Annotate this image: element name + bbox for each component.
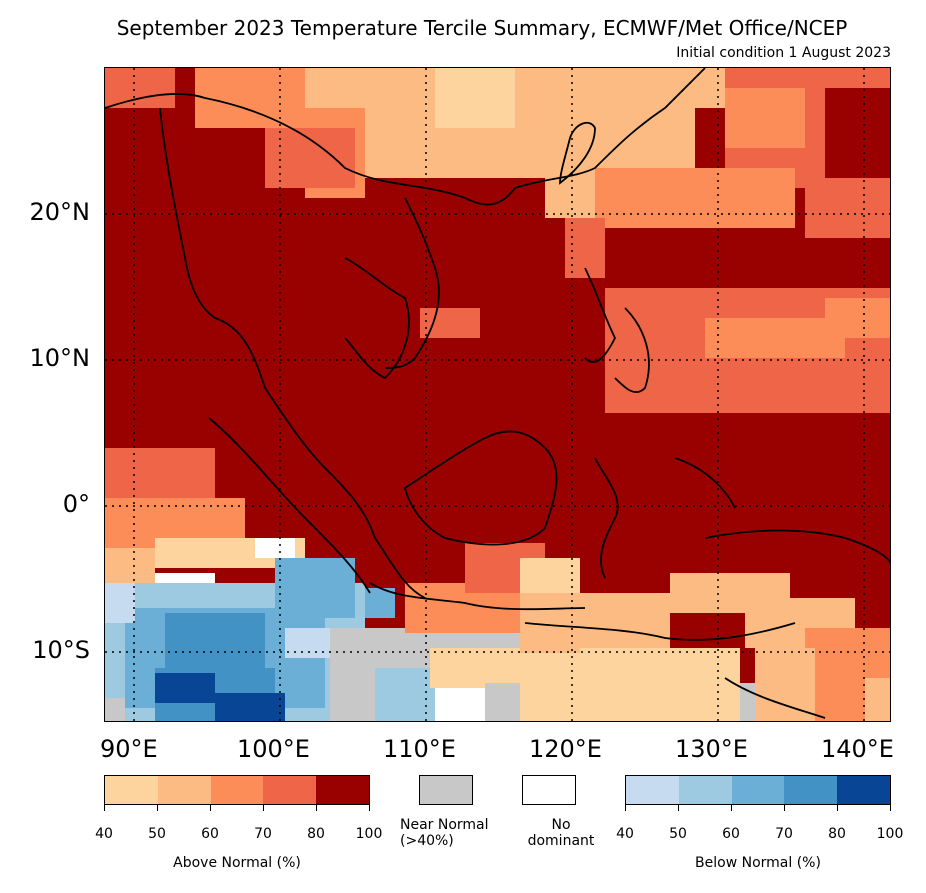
below-swatch-40-50 — [626, 776, 679, 804]
below-normal-regions — [105, 538, 395, 721]
near-normal-swatch — [419, 775, 473, 805]
southeast-regions — [405, 543, 890, 721]
north-band-regions — [105, 68, 890, 278]
lon-label-130e: 130°E — [675, 735, 748, 763]
above-swatch-60-70 — [210, 776, 264, 804]
tercile-map — [104, 67, 891, 722]
lat-label-10n: 10°N — [29, 344, 91, 372]
lat-label-20n: 20°N — [29, 198, 91, 226]
lat-label-10s: 10°S — [32, 636, 90, 664]
above-normal-label: Above Normal (%) — [173, 855, 301, 871]
map-subtitle: Initial condition 1 August 2023 — [676, 45, 891, 61]
map-svg — [105, 68, 890, 721]
no-dominant-swatch — [522, 775, 576, 805]
above-swatch-40-50 — [105, 776, 158, 804]
above-swatch-50-60 — [157, 776, 211, 804]
below-tick: 100 — [876, 826, 904, 842]
lon-label-120e: 120°E — [529, 735, 602, 763]
below-tick: 70 — [775, 826, 793, 842]
lon-label-100e: 100°E — [237, 735, 310, 763]
above-tick: 100 — [355, 826, 383, 842]
below-swatch-70-80 — [784, 776, 838, 804]
lon-label-140e: 140°E — [821, 735, 894, 763]
above-swatch-70-80 — [263, 776, 317, 804]
above-tick: 60 — [201, 826, 219, 842]
below-tick: 60 — [722, 826, 740, 842]
east-central-regions — [420, 288, 890, 413]
below-swatch-60-70 — [731, 776, 785, 804]
below-tick: 50 — [669, 826, 687, 842]
above-tick: 80 — [307, 826, 325, 842]
below-normal-label: Below Normal (%) — [695, 855, 821, 871]
below-swatch-50-60 — [678, 776, 732, 804]
above-swatch-80-100 — [316, 776, 369, 804]
above-tick: 40 — [95, 826, 113, 842]
below-normal-colorbar — [625, 775, 891, 805]
above-tick: 70 — [254, 826, 272, 842]
no-dominant-label: No dominant — [527, 817, 595, 849]
graticule — [105, 68, 890, 721]
below-swatch-80-100 — [837, 776, 890, 804]
lon-label-90e: 90°E — [100, 735, 158, 763]
below-tick: 40 — [616, 826, 634, 842]
above-normal-colorbar — [104, 775, 370, 805]
below-tick: 80 — [828, 826, 846, 842]
coastlines — [105, 68, 890, 719]
lon-label-110e: 110°E — [383, 735, 456, 763]
lat-label-0: 0° — [62, 490, 90, 518]
above-tick: 50 — [148, 826, 166, 842]
near-normal-label: Near Normal (>40%) — [400, 817, 489, 849]
map-title: September 2023 Temperature Tercile Summa… — [116, 16, 848, 40]
